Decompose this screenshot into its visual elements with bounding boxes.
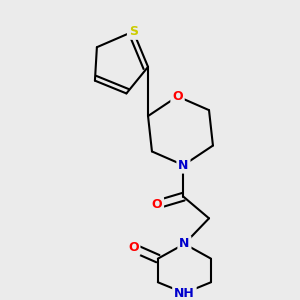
- Text: O: O: [128, 241, 139, 254]
- Text: N: N: [179, 237, 190, 250]
- Text: O: O: [172, 90, 183, 103]
- Text: S: S: [129, 25, 138, 38]
- Text: N: N: [178, 159, 189, 172]
- Text: O: O: [152, 198, 162, 211]
- Text: NH: NH: [174, 286, 195, 300]
